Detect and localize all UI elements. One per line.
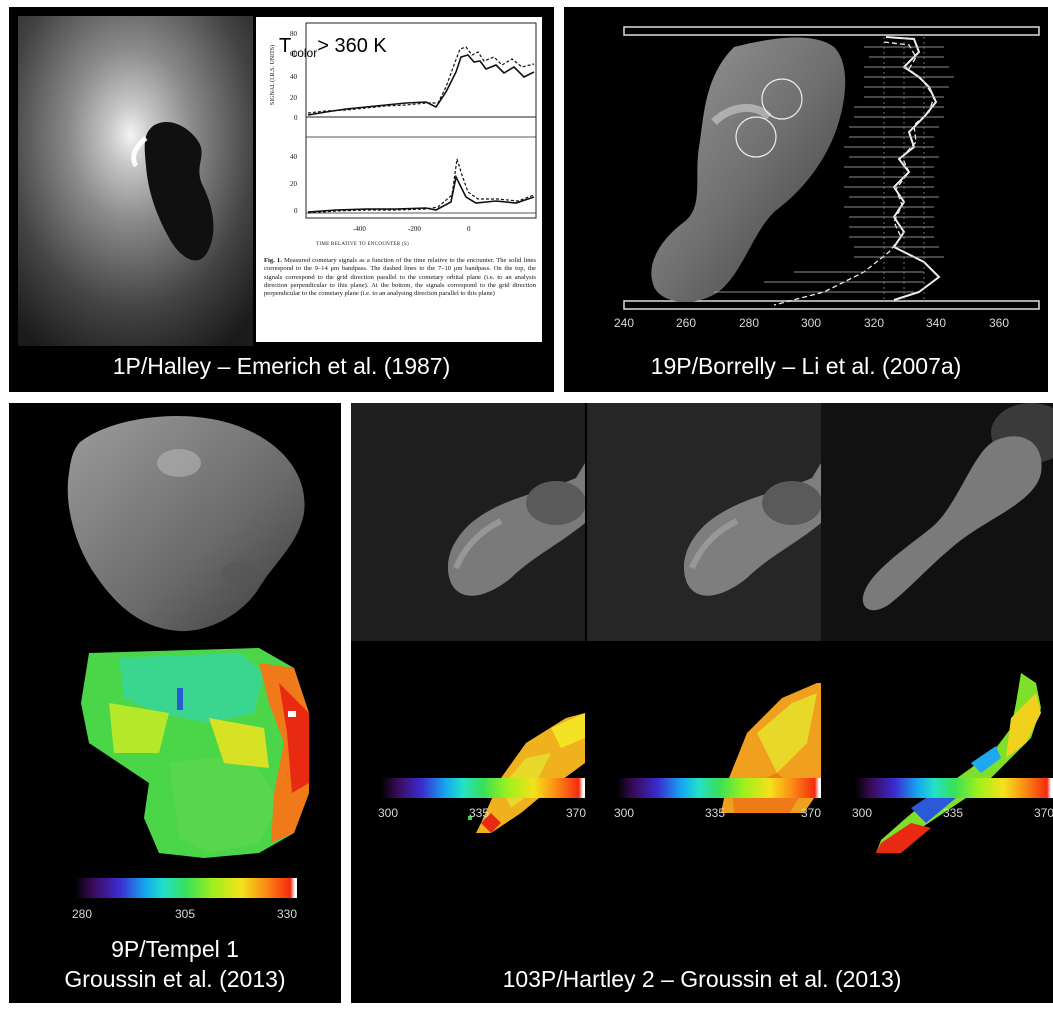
hartley-colorbar	[617, 778, 821, 798]
borrelly-nucleus-plot	[623, 26, 1040, 310]
halley-figure-caption: Fig. 1. Measured cometary signals as a f…	[264, 257, 536, 298]
hartley-temperature-map	[876, 673, 1041, 853]
hartley-colorbar-tick: 300	[378, 806, 399, 820]
tempel-colorbar	[75, 878, 297, 898]
halley-top-tick: 60	[290, 50, 297, 58]
borrelly-x-tick: 360	[989, 316, 1010, 330]
borrelly-x-tick: 340	[926, 316, 947, 330]
halley-x-tick: -400	[353, 225, 366, 233]
hartley-colorbar-tick: 300	[852, 806, 873, 820]
halley-caption: 1P/Halley – Emerich et al. (1987)	[112, 353, 451, 379]
hartley-colorbar-tick: 370	[801, 806, 822, 820]
hartley-colorbar-tick: 335	[469, 806, 490, 820]
hartley-nucleus-image	[587, 403, 821, 641]
halley-panel: 80 60 40 20 0 40 20 0 SIGNAL (I.R.S. UNI…	[9, 7, 554, 392]
halley-x-tick: 0	[467, 225, 471, 233]
tempel-caption-line1: 9P/Tempel 1	[111, 936, 239, 962]
hartley-colorbar-tick: 335	[943, 806, 964, 820]
borrelly-x-tick: 280	[739, 316, 760, 330]
halley-bottom-tick: 40	[290, 153, 297, 161]
halley-bottom-tick: 0	[294, 207, 298, 215]
halley-signal-plot	[305, 22, 537, 219]
borrelly-caption: 19P/Borrelly – Li et al. (2007a)	[650, 353, 962, 379]
tempel-temperature-map	[81, 648, 309, 858]
hartley-colorbar-tick: 370	[1034, 806, 1053, 820]
hartley-colorbar	[381, 778, 585, 798]
halley-annotation-t: T	[279, 35, 292, 57]
hartley-nucleus-image	[821, 403, 1053, 641]
borrelly-x-tick: 300	[801, 316, 822, 330]
halley-top-tick: 0	[294, 114, 298, 122]
tempel-nucleus-image	[67, 415, 305, 632]
tempel-caption-line2: Groussin et al. (2013)	[64, 966, 286, 992]
halley-top-tick: 80	[290, 30, 297, 38]
halley-bottom-tick: 20	[290, 180, 297, 188]
halley-figure-caption-text: Measured cometary signals as a function …	[264, 257, 536, 298]
halley-figure-label: Fig. 1.	[264, 257, 282, 264]
borrelly-x-tick: 320	[864, 316, 885, 330]
halley-figure: 80 60 40 20 0 40 20 0 SIGNAL (I.R.S. UNI…	[256, 17, 542, 342]
halley-top-tick: 40	[290, 73, 297, 81]
halley-x-tick: -200	[408, 225, 421, 233]
halley-annotation-sub: color	[291, 46, 318, 60]
hartley-colorbar	[855, 778, 1053, 798]
halley-y-axis-label: SIGNAL (I.R.S. UNITS)	[270, 44, 276, 106]
tempel-colorbar-tick: 280	[72, 907, 93, 921]
halley-nucleus-image	[18, 16, 253, 346]
hartley-nucleus-image	[351, 403, 585, 641]
hartley-colorbar-tick: 300	[614, 806, 635, 820]
hartley-panel: 300 335 370 300 335 370 300 335 370 103P…	[351, 403, 1053, 1003]
tempel-colorbar-tick: 330	[277, 907, 298, 921]
hartley-colorbar-tick: 335	[705, 806, 726, 820]
halley-annotation-rest: > 360 K	[317, 35, 387, 57]
tempel-colorbar-tick: 305	[175, 907, 196, 921]
borrelly-x-tick: 240	[614, 316, 635, 330]
hartley-colorbar-tick: 370	[566, 806, 587, 820]
halley-top-tick: 20	[290, 94, 297, 102]
borrelly-x-tick: 260	[676, 316, 697, 330]
halley-x-axis-label: TIME RELATIVE TO ENCOUNTER (S)	[316, 242, 409, 247]
halley-tcolor-annotation: Tcolor> 360 K	[279, 35, 387, 60]
tempel-panel: 280 305 330 9P/Tempel 1 Groussin et al. …	[9, 403, 341, 1003]
hartley-caption: 103P/Hartley 2 – Groussin et al. (2013)	[502, 966, 902, 992]
borrelly-panel: 240 260 280 300 320 340 360 19P/Borrelly…	[564, 7, 1048, 392]
